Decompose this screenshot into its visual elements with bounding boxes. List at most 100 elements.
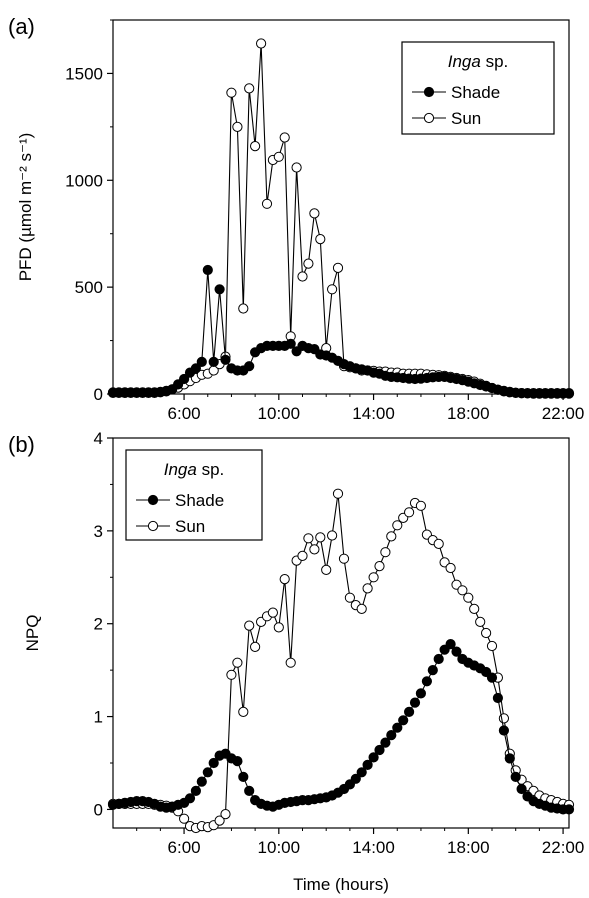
data-point-sun [267,607,278,618]
data-point-sun [303,533,314,544]
data-point-sun [404,507,415,518]
data-point-sun [457,585,468,596]
data-point-shade [415,688,426,699]
data-point-sun [273,151,284,162]
y-tick-label: 0 [94,385,103,404]
data-point-sun [321,564,332,576]
legend-title-rest: sp. [197,460,224,479]
data-point-sun [256,38,267,49]
x-tick-label: 18:00 [447,404,490,423]
legend-label-shade: Shade [175,491,224,510]
data-point-sun [232,657,243,668]
x-tick-label: 22:00 [542,838,585,857]
data-point-sun [486,640,498,652]
data-point-shade [409,697,421,708]
data-point-sun [250,141,261,152]
plot-frame [112,19,570,395]
legend-title: Inga sp. [448,52,509,71]
data-point-sun [309,208,320,219]
data-point-shade [190,785,201,797]
data-point-shade [368,752,379,763]
data-point-shade [451,646,462,657]
data-point-shade [208,757,219,769]
y-tick-label: 0 [94,800,103,819]
data-point-sun [338,553,350,564]
data-point-sun [226,669,237,680]
data-point-sun [392,520,403,531]
x-tick-label: 6:00 [168,404,201,423]
x-tick-label: 14:00 [352,404,395,423]
x-tick-label: 18:00 [447,838,490,857]
data-point-sun [481,627,492,639]
data-point-sun [344,592,355,603]
data-point-shade [244,785,255,797]
data-point-shade [421,676,432,687]
y-axis-label: PFD (µmol m⁻² s⁻¹) [16,133,35,282]
chart-panel-b: (b) 0 1 2 3 4 6:00 10:00 14:00 18:00 22:00 NPQ Time … [8,429,584,894]
data-point-shade [427,665,438,676]
data-point-shade [498,725,509,736]
series-shade [107,264,575,399]
legend: Inga sp. Shade Sun [401,41,555,135]
x-tick-label: 10:00 [258,838,301,857]
data-point-shade [208,356,219,367]
data-point-sun [244,83,255,94]
legend-title: Inga sp. [164,460,225,479]
data-point-shade [510,771,521,783]
data-point-sun [232,121,243,133]
data-point-shade [433,653,444,665]
data-point-shade [486,672,498,683]
data-point-shade [362,759,373,771]
data-point-shade [202,767,213,778]
data-point-sun [380,547,391,558]
y-tick-label: 1000 [65,171,103,190]
data-point-shade [202,264,213,276]
data-point-shade [244,361,255,372]
legend-label-sun: Sun [175,517,205,536]
legend-title-italic: Inga [448,52,481,71]
data-point-sun [273,622,284,633]
series-line-sun [113,493,570,829]
data-point-sun [386,531,397,542]
data-point-sun [250,641,261,653]
data-point-sun [362,583,373,594]
data-point-shade [285,338,296,349]
data-point-sun [445,562,456,574]
y-tick-label: 500 [75,278,103,297]
y-tick-label: 1 [94,708,103,727]
x-tick-label: 22:00 [542,404,585,423]
legend-marker-sun [147,520,159,532]
data-point-sun [226,87,237,98]
legend-label-shade: Shade [451,83,500,102]
series-shade [107,639,575,815]
panel-label: (a) [8,14,35,39]
y-axis-label: NPQ [23,615,42,652]
x-tick-label: 10:00 [258,404,301,423]
series-sun [107,488,575,834]
data-point-sun [220,809,231,820]
data-point-shade [504,753,515,764]
legend: Inga sp. Shade Sun [125,449,263,541]
data-point-sun [469,603,480,615]
data-point-shade [404,706,415,718]
data-point-sun [279,132,290,143]
data-point-sun [463,592,474,603]
data-point-sun [332,262,344,273]
data-point-sun [214,815,225,826]
x-tick-label: 14:00 [352,838,395,857]
data-point-sun [327,530,338,541]
data-point-shade [374,744,385,756]
data-point-shade [516,783,527,795]
data-point-sun [238,706,249,718]
legend-label-sun: Sun [451,109,481,128]
data-point-shade [220,354,231,365]
data-point-sun [261,198,273,209]
data-point-shade [386,730,397,741]
legend-title-rest: sp. [481,52,508,71]
legend-title-italic: Inga [164,460,197,479]
data-point-sun [327,284,338,295]
data-point-sun [179,813,190,824]
data-point-sun [238,303,249,314]
data-point-shade [214,284,225,295]
